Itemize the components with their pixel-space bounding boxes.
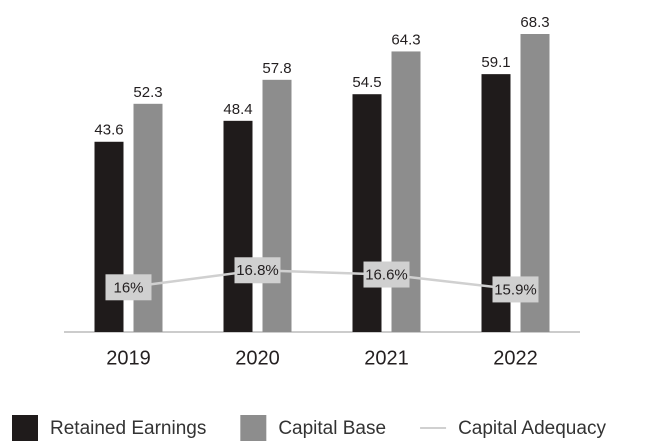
legend-swatch	[12, 415, 38, 441]
legend-swatch	[240, 415, 267, 441]
label-box	[492, 276, 539, 303]
x-tick-label: 2019	[106, 347, 151, 369]
legend-label: Retained Earnings	[50, 418, 206, 439]
bar	[352, 94, 382, 332]
x-tick-label: 2021	[364, 347, 409, 369]
data-label: 57.8	[262, 60, 291, 77]
data-label: 52.3	[133, 84, 162, 101]
bar	[391, 51, 421, 332]
data-label: 15.9%	[494, 281, 537, 298]
label-box	[234, 257, 281, 284]
data-label: 16.6%	[365, 266, 408, 283]
data-label: 16.8%	[236, 262, 279, 279]
bar	[223, 120, 253, 332]
x-tick-label: 2022	[493, 347, 538, 369]
label-box	[105, 274, 152, 301]
x-tick-label: 2020	[235, 347, 280, 369]
data-label: 43.6	[94, 122, 123, 139]
data-label: 59.1	[481, 54, 510, 71]
data-label: 16%	[113, 279, 143, 296]
data-label: 64.3	[391, 31, 420, 48]
data-label: 54.5	[352, 74, 381, 91]
legend-label: Capital Adequacy	[458, 418, 606, 439]
data-label: 48.4	[223, 101, 252, 118]
bar	[94, 141, 124, 332]
bar	[262, 79, 292, 332]
legend-label: Capital Base	[278, 418, 386, 439]
data-label: 68.3	[520, 14, 549, 31]
line	[128, 269, 516, 291]
label-box	[363, 261, 410, 288]
